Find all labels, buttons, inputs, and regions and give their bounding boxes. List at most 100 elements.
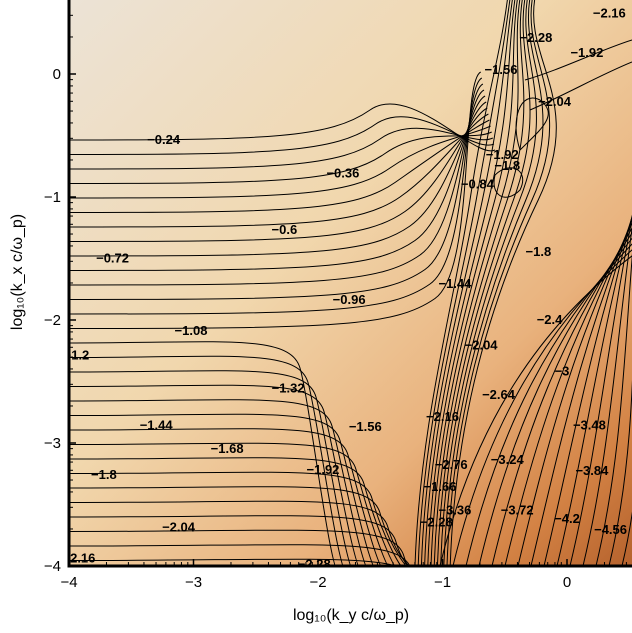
- contour-line: [443, 0, 544, 566]
- contour-line: [449, 0, 557, 566]
- x-tick-label: −1: [434, 574, 451, 591]
- contour-line: [69, 399, 367, 566]
- contour-label: −2.76: [435, 457, 468, 472]
- contour-line: [530, 218, 632, 566]
- contour-label: −2.04: [465, 338, 499, 353]
- contour-line: [69, 384, 359, 566]
- y-tick-label: −2: [44, 312, 61, 329]
- y-tick-label: −4: [44, 558, 61, 575]
- contour-line: [69, 515, 409, 566]
- contour-label: −1.56: [485, 62, 518, 77]
- contour-label: −2.28: [420, 515, 453, 530]
- contour-line: [504, 227, 632, 566]
- contour-label: −0.72: [96, 250, 129, 265]
- contour-line: [69, 341, 336, 566]
- contour-line: [69, 83, 484, 300]
- contour-line: [69, 107, 488, 242]
- contour-line: [69, 131, 492, 184]
- contour-label: −1.32: [272, 381, 305, 396]
- contour-line: [69, 442, 389, 566]
- contour-label: −0.84: [461, 176, 495, 191]
- contour-label: −2.4: [537, 312, 563, 327]
- x-axis-title: log₁₀(k_y c/ω_p): [293, 607, 409, 624]
- contour-label: −1.44: [438, 276, 472, 291]
- contour-line: [69, 355, 344, 566]
- contour-line: [69, 89, 485, 286]
- contour-line: [595, 252, 632, 566]
- contour-line: [436, 0, 531, 566]
- contour-label: −0.24: [147, 132, 181, 147]
- contour-line: [414, 0, 508, 566]
- contour-line: [424, 0, 516, 566]
- contour-line: [69, 95, 486, 271]
- contour-label: −1.8: [494, 158, 520, 173]
- contour-line: [69, 544, 411, 566]
- contour-label: −1.8: [91, 467, 117, 482]
- contour-label: −2.28: [519, 30, 552, 45]
- contour-line: [69, 71, 482, 329]
- plot-background: [69, 0, 632, 566]
- contour-line: [569, 216, 632, 566]
- contour-label: −1.2: [64, 347, 90, 362]
- contour-line: [69, 428, 382, 566]
- contour-line: [69, 113, 489, 228]
- contour-label: −3.72: [501, 502, 534, 517]
- contour-label: −1.8: [526, 244, 552, 259]
- contour-line: [69, 558, 398, 566]
- x-tick-label: 0: [563, 574, 571, 591]
- contour-line: [417, 0, 511, 566]
- contour-line: [608, 379, 632, 566]
- contour-line: [524, 39, 632, 81]
- contour-label: −2.28: [298, 557, 331, 572]
- contour-label: −4.2: [554, 511, 580, 526]
- contour-label: −3.84: [575, 463, 609, 478]
- contour-line: [556, 214, 632, 566]
- contour-label: −2.04: [538, 94, 572, 109]
- contour-line: [69, 101, 487, 257]
- contour-label: −1.44: [140, 418, 174, 433]
- contour-label: −2.16: [426, 409, 459, 424]
- contour-line: [543, 215, 632, 566]
- contour-label: −1.08: [175, 323, 208, 338]
- contour-label: −1.66: [424, 479, 457, 494]
- contour-label: −2.16: [593, 6, 626, 21]
- contour-line: [69, 370, 352, 566]
- x-axis: −4 −3 −2 −1 0: [60, 559, 627, 591]
- contour-line: [69, 127, 494, 170]
- contour-label: −2.16: [63, 550, 96, 565]
- y-axis: 0 −1 −2 −3 −4: [44, 14, 76, 575]
- contour-line: [529, 61, 632, 111]
- contour-line: [69, 457, 396, 566]
- contour-line: [69, 486, 407, 566]
- contour-label: −3.36: [438, 502, 471, 517]
- contour-label: −1.56: [349, 419, 382, 434]
- contour-label: −1.92: [570, 45, 603, 60]
- contour-label: −1.68: [211, 441, 244, 456]
- y-axis-title: log₁₀(k_x c/ω_p): [9, 214, 26, 330]
- contour-line: [427, 0, 518, 566]
- contour-label: −3.48: [573, 418, 606, 433]
- contour-labels: −0.24 −0.36 −0.6 −0.72 −0.84 −0.96 −1.08 −1.2 −1…: [63, 6, 627, 572]
- contour-line: [430, 0, 521, 566]
- contour-line: [439, 255, 632, 566]
- contour-label: −0.96: [333, 292, 366, 307]
- contour-line: [69, 471, 402, 566]
- contour-label: −4.56: [594, 522, 627, 537]
- contour-lines: [69, 0, 632, 566]
- contour-label: −1.92: [486, 147, 519, 162]
- contour-line: [69, 77, 483, 315]
- contour-line: [582, 224, 632, 566]
- contour-line: [515, 97, 549, 151]
- contour-line: [69, 413, 374, 566]
- contour-label: −0.6: [272, 222, 298, 237]
- contour-line: [440, 0, 537, 566]
- y-tick-label: −3: [44, 435, 61, 452]
- contour-line: [433, 0, 525, 566]
- contour-line: [69, 119, 490, 213]
- x-tick-label: −4: [60, 574, 77, 591]
- contour-line: [517, 222, 632, 566]
- y-tick-label: −1: [44, 189, 61, 206]
- y-tick-label: 0: [53, 66, 61, 83]
- contour-label: −3.24: [491, 452, 525, 467]
